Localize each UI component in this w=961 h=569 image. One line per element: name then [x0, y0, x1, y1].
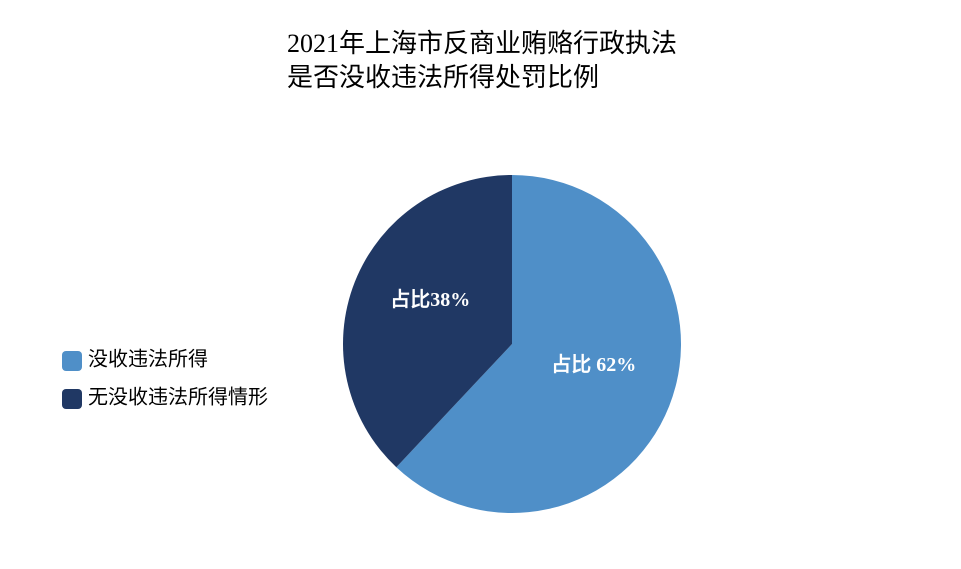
- data-label: 占比38%: [390, 288, 470, 311]
- chart-title: 是否没收违法所得处罚比例: [287, 63, 599, 92]
- data-label: 占比 62%: [551, 353, 636, 376]
- legend-label: 无没收违法所得情形: [88, 386, 268, 409]
- pie-slice: [343, 175, 512, 468]
- legend-label: 没收违法所得: [88, 348, 208, 371]
- chart-title: 2021年上海市反商业贿赂行政执法: [287, 29, 677, 58]
- legend-swatch: [62, 389, 82, 409]
- pie-slice: [396, 175, 681, 513]
- legend-swatch: [62, 351, 82, 371]
